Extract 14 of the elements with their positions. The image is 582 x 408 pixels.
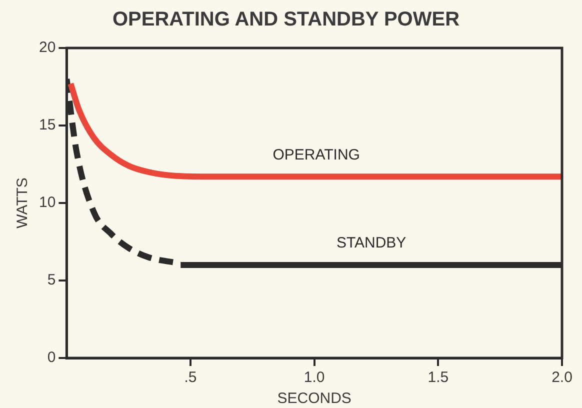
x-tick-label: 1.5: [428, 369, 449, 386]
x-tick-label: .5: [184, 369, 197, 386]
x-tick-label: 2.0: [552, 369, 572, 386]
y-axis-title: WATTS: [14, 178, 32, 228]
series-label: OPERATING: [272, 146, 360, 164]
y-tick-label: 15: [38, 116, 56, 134]
x-tick-label: 1.0: [304, 369, 325, 386]
y-tick-label: 0: [47, 349, 56, 366]
chart-title: OPERATING AND STANDBY POWER: [112, 8, 460, 31]
y-tick-label: 10: [38, 194, 56, 212]
y-tick-label: 20: [38, 39, 56, 56]
x-axis-title: SECONDS: [277, 390, 352, 408]
series-label: STANDBY: [336, 234, 406, 252]
y-tick-label: 5: [47, 272, 56, 289]
